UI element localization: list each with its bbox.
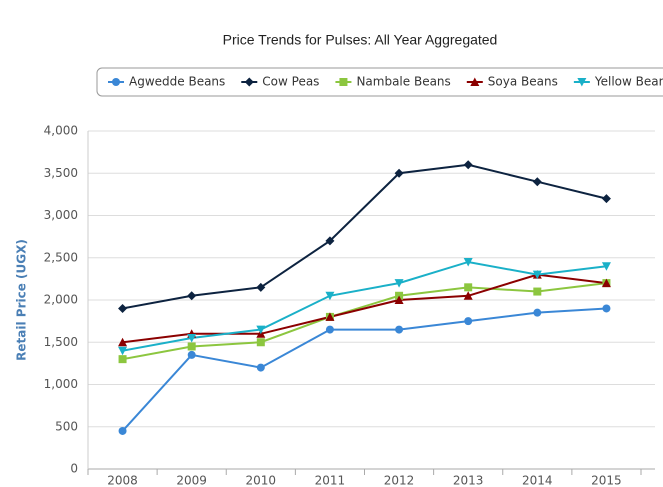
- y-axis-label: Retail Price (UGX): [15, 239, 29, 361]
- data-point: [118, 355, 127, 364]
- data-point: [187, 342, 196, 351]
- data-point: [118, 303, 128, 313]
- y-tick-label: 0: [70, 462, 78, 476]
- data-point: [463, 291, 473, 300]
- data-point: [601, 262, 611, 271]
- data-point: [325, 236, 335, 246]
- data-point: [118, 426, 127, 435]
- data-point: [187, 334, 197, 343]
- series-line: [122, 163, 607, 310]
- x-tick-label: 2010: [246, 474, 277, 487]
- data-point: [464, 317, 473, 326]
- data-point: [394, 295, 404, 304]
- y-tick-label: 2,000: [44, 293, 78, 307]
- legend-label: Cow Peas: [262, 75, 319, 89]
- data-point: [394, 168, 404, 178]
- series-line: [122, 273, 607, 344]
- legend-symbol: [112, 78, 120, 86]
- data-point: [256, 282, 266, 292]
- y-tick-label: 1,500: [44, 335, 78, 349]
- data-point: [394, 279, 404, 288]
- legend-label: Nambale Beans: [356, 75, 450, 89]
- data-point: [325, 291, 335, 301]
- data-point: [464, 283, 473, 292]
- data-point: [325, 312, 335, 321]
- x-tick-label: 2014: [522, 474, 553, 487]
- data-point: [187, 291, 197, 301]
- x-tick-label: 2013: [453, 474, 484, 487]
- data-point: [602, 304, 611, 313]
- data-point: [118, 346, 128, 356]
- legend-label: Yellow Beans: [594, 75, 663, 89]
- data-point: [256, 338, 265, 347]
- y-tick-label: 1,000: [44, 377, 78, 391]
- x-tick-label: 2015: [591, 474, 622, 487]
- data-point: [325, 325, 334, 334]
- data-point: [601, 194, 611, 204]
- y-tick-label: 4,000: [44, 124, 78, 138]
- data-point: [533, 287, 542, 296]
- series-line: [121, 307, 607, 432]
- y-tick-label: 3,500: [44, 166, 78, 180]
- series-line: [122, 260, 607, 352]
- y-tick-label: 2,500: [44, 250, 78, 264]
- legend-symbol: [470, 77, 480, 86]
- data-point: [532, 270, 542, 280]
- x-tick-label: 2011: [315, 474, 346, 487]
- data-point: [463, 160, 473, 170]
- legend-symbol: [339, 78, 348, 86]
- series-line: [122, 282, 607, 361]
- legend-label: Agwedde Beans: [129, 75, 225, 89]
- data-point: [256, 325, 266, 335]
- x-tick-label: 2008: [107, 474, 138, 487]
- legend-label: Soya Beans: [488, 75, 558, 89]
- y-tick-label: 500: [55, 419, 78, 433]
- y-tick-label: 3,000: [44, 208, 78, 222]
- data-point: [256, 363, 265, 372]
- data-point: [187, 350, 196, 359]
- x-tick-label: 2009: [176, 474, 207, 487]
- data-point: [118, 337, 128, 347]
- data-point: [532, 177, 542, 187]
- data-point: [395, 325, 404, 334]
- data-point: [533, 308, 542, 317]
- legend-symbol: [577, 78, 587, 87]
- data-point: [601, 278, 611, 288]
- data-point: [463, 257, 473, 267]
- x-tick-label: 2012: [384, 474, 415, 487]
- chart-title: Price Trends for Pulses: All Year Aggreg…: [223, 32, 498, 48]
- legend-symbol: [244, 77, 254, 87]
- legend-box: [96, 67, 663, 97]
